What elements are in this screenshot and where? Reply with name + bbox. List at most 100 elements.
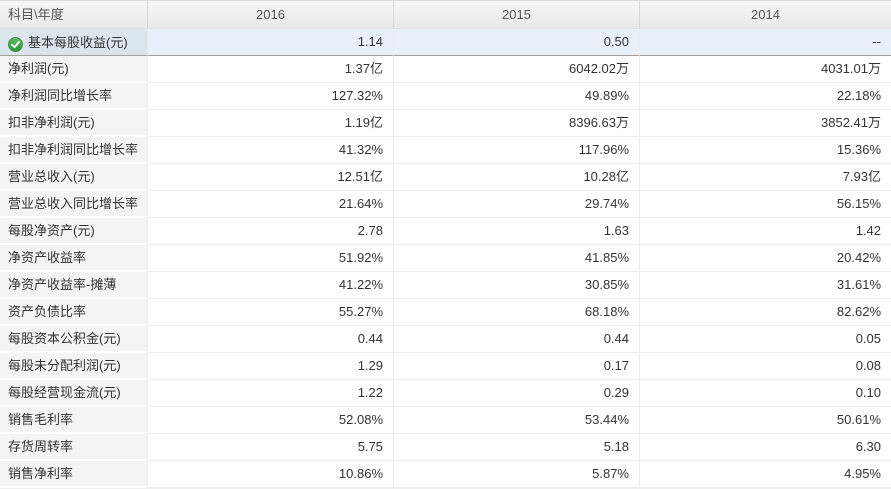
value-cell-2016: 55.27% [148,299,394,326]
value-cell-2015: 53.44% [394,407,640,434]
value-cell-2016: 2.78 [148,218,394,245]
table-row[interactable]: 每股未分配利润(元) 1.29 0.17 0.08 [0,353,891,380]
value-cell-2014: 4031.01万 [640,56,891,83]
value-cell-2015: 29.74% [394,191,640,218]
table-row[interactable]: 销售毛利率 52.08% 53.44% 50.61% [0,407,891,434]
row-label-cell: 营业总收入(元) [0,164,148,191]
table-row[interactable]: 营业总收入(元) 12.51亿 10.28亿 7.93亿 [0,164,891,191]
header-cell-year-2016: 2016 [148,1,394,28]
row-label-cell: 扣非净利润(元) [0,110,148,137]
value-cell-2016: 0.44 [148,326,394,353]
value-cell-2014: 0.08 [640,353,891,380]
table-row[interactable]: 净利润(元) 1.37亿 6042.02万 4031.01万 [0,56,891,83]
row-label-cell: 净利润(元) [0,56,148,83]
metric-label: 每股经营现金流(元) [8,385,121,400]
metric-label: 扣非净利润(元) [8,115,95,130]
metric-label: 净利润同比增长率 [8,88,113,103]
metric-label: 存货周转率 [8,439,74,454]
value-cell-2015: 0.29 [394,380,640,407]
value-cell-2015: 6042.02万 [394,56,640,83]
row-label-cell: 净利润同比增长率 [0,83,148,110]
metric-label: 扣非净利润同比增长率 [8,142,139,157]
row-label-cell: 销售毛利率 [0,407,148,434]
value-cell-2016: 1.29 [148,353,394,380]
value-cell-2016: 1.19亿 [148,110,394,137]
value-cell-2015: 10.28亿 [394,164,640,191]
metric-label: 每股未分配利润(元) [8,358,121,373]
value-cell-2015: 30.85% [394,272,640,299]
value-cell-2016: 21.64% [148,191,394,218]
value-cell-2016: 5.75 [148,434,394,461]
metric-label: 销售净利率 [8,466,74,481]
row-label-cell: 净资产收益率 [0,245,148,272]
row-label-cell: 每股资本公积金(元) [0,326,148,353]
value-cell-2016: 51.92% [148,245,394,272]
table-row[interactable]: 销售净利率 10.86% 5.87% 4.95% [0,461,891,488]
value-cell-2014: 50.61% [640,407,891,434]
value-cell-2015: 68.18% [394,299,640,326]
table-row[interactable]: 净资产收益率 51.92% 41.85% 20.42% [0,245,891,272]
value-cell-2015: 117.96% [394,137,640,164]
value-cell-2014: 0.05 [640,326,891,353]
value-cell-2014: 15.36% [640,137,891,164]
table-row[interactable]: 净资产收益率-摊薄 41.22% 30.85% 31.61% [0,272,891,299]
table-row[interactable]: 每股净资产(元) 2.78 1.63 1.42 [0,218,891,245]
value-cell-2014: -- [640,29,891,56]
metric-label: 资产负债比率 [8,304,87,319]
table-row[interactable]: 存货周转率 5.75 5.18 6.30 [0,434,891,461]
row-label-cell: 基本每股收益(元) [0,29,148,56]
table-row[interactable]: 扣非净利润(元) 1.19亿 8396.63万 3852.41万 [0,110,891,137]
value-cell-2014: 82.62% [640,299,891,326]
value-cell-2016: 1.14 [148,29,394,56]
value-cell-2015: 0.50 [394,29,640,56]
value-cell-2014: 4.95% [640,461,891,488]
row-label-cell: 每股未分配利润(元) [0,353,148,380]
value-cell-2015: 0.17 [394,353,640,380]
value-cell-2014: 56.15% [640,191,891,218]
value-cell-2016: 127.32% [148,83,394,110]
metric-label: 每股净资产(元) [8,223,95,238]
metric-label: 净资产收益率 [8,250,87,265]
table-row[interactable]: 每股资本公积金(元) 0.44 0.44 0.05 [0,326,891,353]
metric-label: 净利润(元) [8,61,69,76]
row-label-cell: 每股净资产(元) [0,218,148,245]
row-label-cell: 营业总收入同比增长率 [0,191,148,218]
value-cell-2014: 6.30 [640,434,891,461]
table-body: 基本每股收益(元) 1.14 0.50 -- 净利润(元) [0,29,891,488]
metric-label: 基本每股收益(元) [28,34,128,50]
row-label-cell: 每股经营现金流(元) [0,380,148,407]
metric-label: 营业总收入(元) [8,169,95,184]
row-label-cell: 扣非净利润同比增长率 [0,137,148,164]
table-row[interactable]: 扣非净利润同比增长率 41.32% 117.96% 15.36% [0,137,891,164]
value-cell-2014: 20.42% [640,245,891,272]
table-row[interactable]: 资产负债比率 55.27% 68.18% 82.62% [0,299,891,326]
row-label-cell: 净资产收益率-摊薄 [0,272,148,299]
value-cell-2015: 49.89% [394,83,640,110]
value-cell-2015: 41.85% [394,245,640,272]
table-header-row: 科目\年度 2016 2015 2014 [0,1,891,29]
value-cell-2014: 22.18% [640,83,891,110]
row-label-cell: 资产负债比率 [0,299,148,326]
value-cell-2014: 0.10 [640,380,891,407]
value-cell-2014: 3852.41万 [640,110,891,137]
value-cell-2015: 0.44 [394,326,640,353]
value-cell-2016: 41.22% [148,272,394,299]
value-cell-2016: 1.22 [148,380,394,407]
value-cell-2014: 31.61% [640,272,891,299]
table-row[interactable]: 营业总收入同比增长率 21.64% 29.74% 56.15% [0,191,891,218]
value-cell-2016: 1.37亿 [148,56,394,83]
value-cell-2016: 52.08% [148,407,394,434]
table-row[interactable]: 基本每股收益(元) 1.14 0.50 -- [0,29,891,56]
value-cell-2016: 12.51亿 [148,164,394,191]
row-label-cell: 销售净利率 [0,461,148,488]
row-label-cell: 存货周转率 [0,434,148,461]
value-cell-2016: 41.32% [148,137,394,164]
header-cell-year-2015: 2015 [394,1,640,28]
value-cell-2015: 5.87% [394,461,640,488]
table-row[interactable]: 每股经营现金流(元) 1.22 0.29 0.10 [0,380,891,407]
table-row[interactable]: 净利润同比增长率 127.32% 49.89% 22.18% [0,83,891,110]
value-cell-2015: 8396.63万 [394,110,640,137]
header-cell-year-2014: 2014 [751,7,780,22]
check-circle-icon [8,35,23,52]
